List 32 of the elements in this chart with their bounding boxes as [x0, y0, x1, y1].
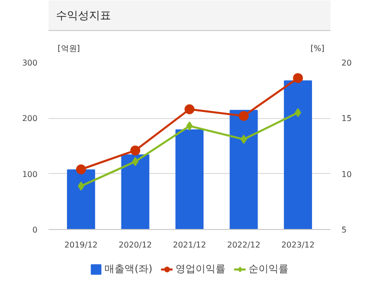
point	[292, 73, 303, 84]
point	[186, 121, 193, 130]
y-tick-label: 200	[22, 114, 38, 124]
point	[238, 110, 249, 121]
y-tick-label: 300	[22, 58, 38, 68]
y2-axis-title: [%]	[310, 44, 324, 53]
bar	[230, 110, 258, 230]
y-axis-title: [억원]	[58, 44, 80, 53]
point	[184, 104, 194, 114]
bar	[66, 169, 96, 230]
legend-label: 영업이익률	[175, 263, 226, 276]
y-tick-label: 0	[32, 226, 38, 234]
y-tick-label: 100	[22, 170, 38, 179]
point	[78, 182, 84, 191]
x-tick-label: 2021/12	[172, 240, 206, 250]
bar	[175, 129, 204, 230]
x-tick-label: 2023/12	[281, 240, 315, 250]
y2-tick-label: 15	[342, 114, 352, 124]
point	[294, 108, 302, 118]
point	[130, 145, 140, 156]
x-tick-label: 2019/12	[64, 240, 98, 250]
point	[76, 164, 86, 174]
y2-tick-label: 5	[342, 226, 347, 234]
chart-title: 수익성지표	[56, 9, 112, 22]
y2-tick-label: 10	[342, 170, 352, 179]
y2-tick-label: 20	[342, 58, 352, 68]
legend-label: 순이익률	[248, 263, 288, 276]
legend-label: 매출액(좌)	[104, 263, 152, 276]
bar	[121, 154, 150, 230]
x-tick-label: 2022/12	[227, 240, 260, 250]
bar	[284, 80, 312, 230]
x-tick-label: 2020/12	[118, 240, 152, 250]
